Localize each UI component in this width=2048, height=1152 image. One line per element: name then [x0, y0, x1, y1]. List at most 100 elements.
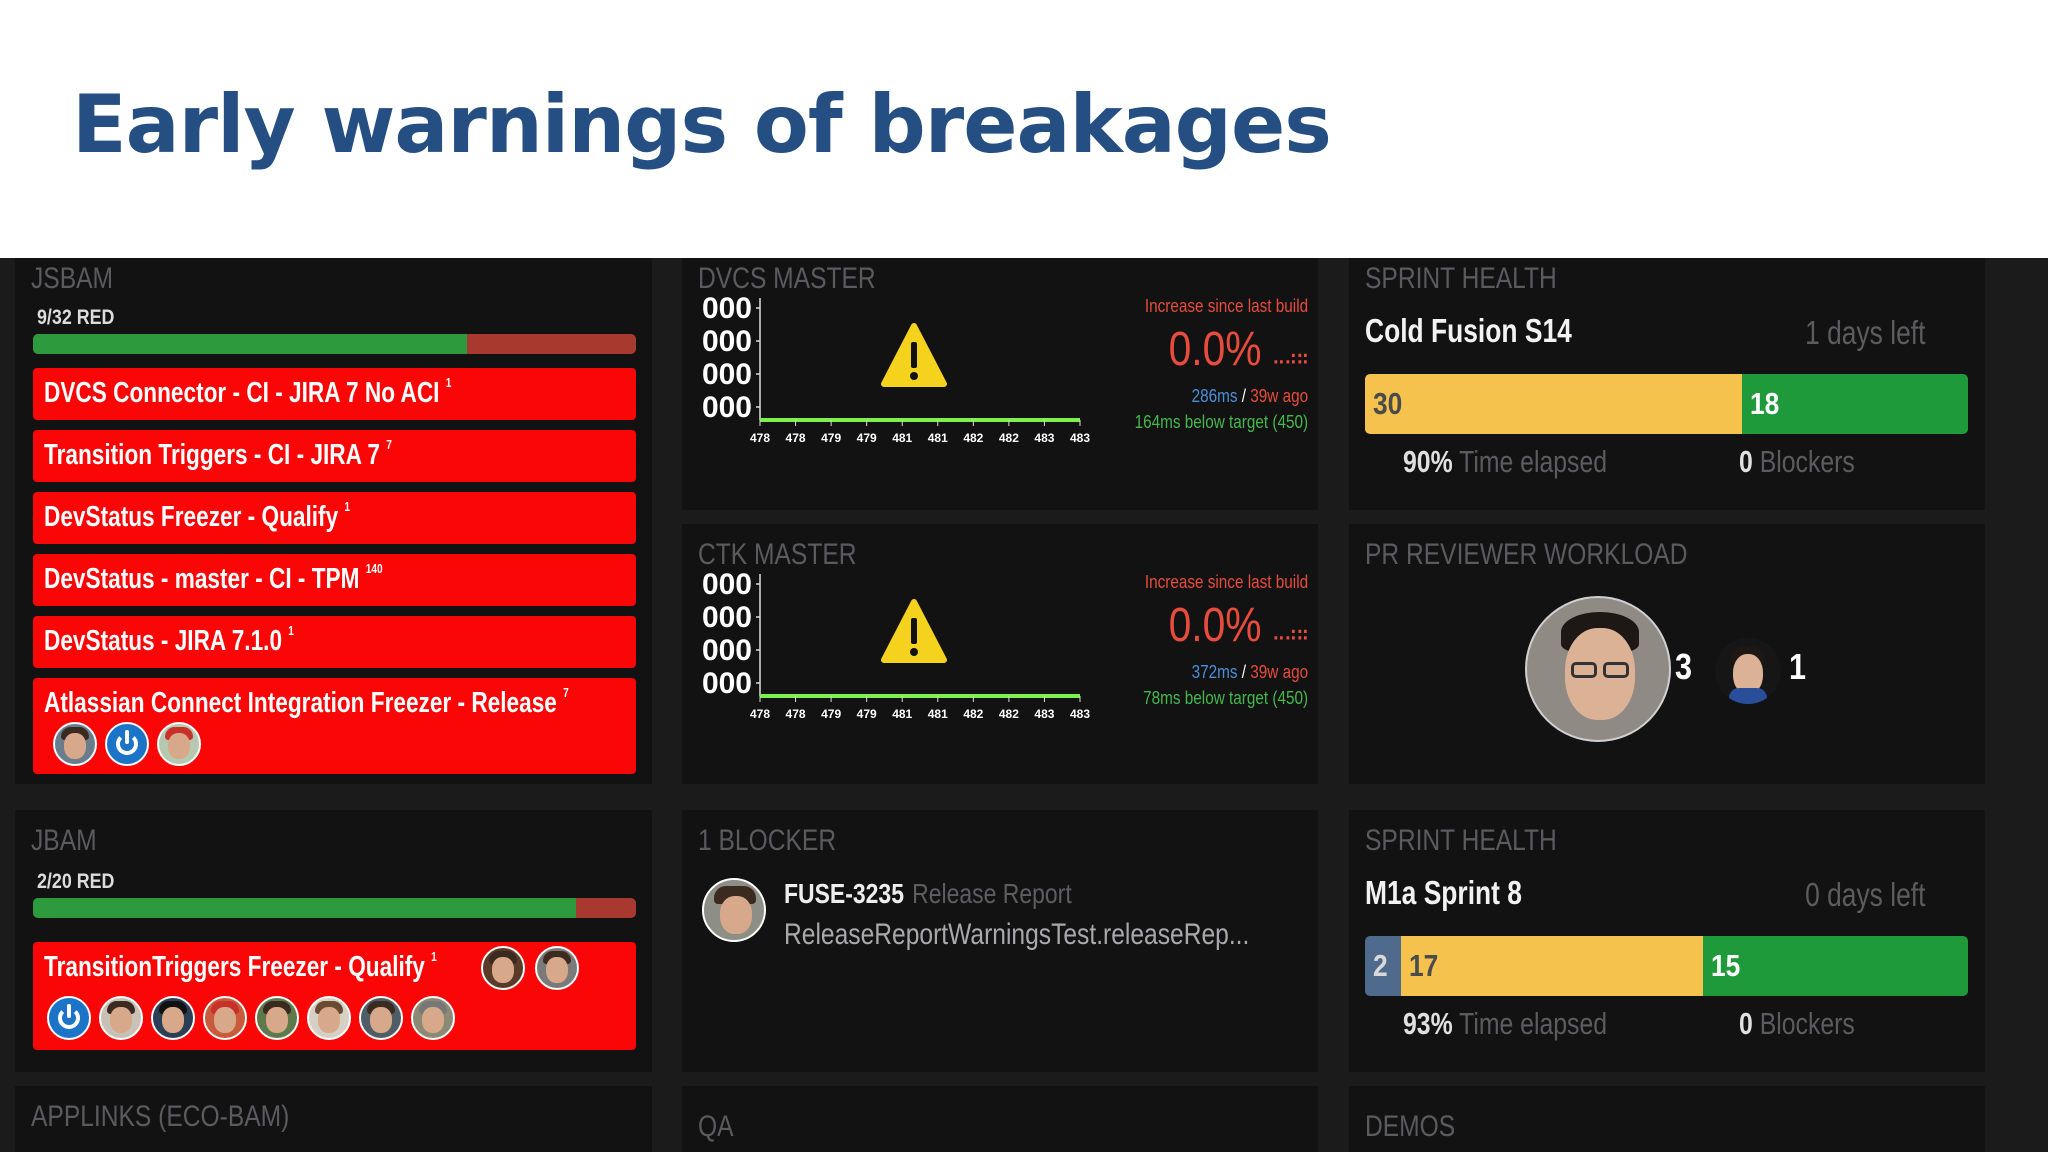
build-row[interactable]: DevStatus Freezer - Qualify 1: [33, 492, 636, 544]
build-row[interactable]: Transition Triggers - CI - JIRA 7 7: [33, 430, 636, 482]
sprint-progress-bar: 30 18: [1365, 374, 1968, 434]
y-tick-label: 000: [702, 358, 752, 391]
sprint-health-panel: SPRINT HEALTH Cold Fusion S14 1 days lef…: [1349, 258, 1985, 510]
reviewer-avatar[interactable]: [1715, 638, 1781, 704]
x-tick-label: 481: [892, 707, 912, 721]
x-tick-label: 481: [892, 431, 912, 445]
segment-count: 30: [1373, 386, 1403, 421]
x-tick-label: 478: [750, 707, 770, 721]
reviewer-count: 3: [1675, 646, 1693, 687]
y-tick-label: 000: [702, 667, 752, 700]
increase-percent: 0.0% ⣀⣠⣤: [1169, 322, 1310, 377]
segment-count: 18: [1749, 386, 1780, 421]
build-count: 1: [445, 375, 452, 390]
slide-header: Early warnings of breakages: [0, 0, 2048, 258]
increase-caption: Increase since last build: [1144, 296, 1308, 316]
y-tick-label: 000: [702, 292, 752, 325]
sprint-health-panel: SPRINT HEALTH M1a Sprint 8 0 days left 2…: [1349, 810, 1985, 1072]
increase-percent: 0.0% ⣀⣠⣤: [1168, 598, 1310, 653]
y-tick-label: 000: [702, 325, 752, 358]
time-elapsed: 93% Time elapsed: [1403, 1006, 1607, 1042]
timing-ago: 39w ago: [1250, 386, 1308, 406]
build-name: DevStatus - master - CI - TPM: [44, 563, 360, 595]
timing-sep: /: [1241, 386, 1246, 406]
sprint-segment-yellow: 17: [1401, 936, 1703, 996]
timing-ago: 39w ago: [1250, 662, 1308, 682]
sprint-segment-green: 15: [1702, 936, 1968, 996]
avatar[interactable]: [255, 996, 299, 1040]
timing-line: 286ms / 39w ago: [1191, 386, 1308, 407]
x-tick-label: 482: [999, 707, 1019, 721]
elapsed-label: Time elapsed: [1459, 1006, 1608, 1041]
x-tick-label: 478: [786, 431, 806, 445]
sprint-name: M1a Sprint 8: [1365, 874, 1522, 911]
avatar[interactable]: [151, 996, 195, 1040]
avatar[interactable]: [411, 996, 455, 1040]
build-row[interactable]: DevStatus - JIRA 7.1.0 1: [33, 616, 636, 668]
build-count: 140: [365, 561, 383, 576]
avatar[interactable]: [359, 996, 403, 1040]
build-name: DevStatus - JIRA 7.1.0: [44, 625, 283, 657]
panel-title: CTK MASTER: [698, 538, 857, 571]
issue-component: Release Report: [912, 878, 1072, 909]
build-progress-bar: [33, 898, 636, 918]
time-elapsed: 90% Time elapsed: [1403, 444, 1607, 480]
x-tick-label: 479: [821, 431, 841, 445]
qa-panel: QA: [682, 1086, 1318, 1152]
build-row[interactable]: DevStatus - master - CI - TPM 140: [33, 554, 636, 606]
pr-reviewer-panel: PR REVIEWER WORKLOAD 3 1: [1349, 524, 1985, 784]
x-tick-label: 483: [1034, 707, 1054, 721]
x-tick-label: 483: [1070, 707, 1090, 721]
panel-title: SPRINT HEALTH: [1365, 824, 1557, 857]
build-name: Atlassian Connect Integration Freezer - …: [44, 687, 557, 719]
build-progress-bar: [33, 334, 636, 354]
blockers-label: Blockers: [1759, 444, 1855, 479]
build-name: DVCS Connector - CI - JIRA 7 No ACI: [44, 377, 440, 409]
x-tick-label: 482: [999, 431, 1019, 445]
timing-sep: /: [1241, 662, 1246, 682]
days-left: 0 days left: [1804, 876, 1925, 913]
build-row[interactable]: TransitionTriggers Freezer - Qualify 1: [33, 942, 636, 1050]
percent-value: 0.0%: [1168, 599, 1262, 652]
avatar[interactable]: [535, 946, 579, 990]
blockers-value: 0: [1739, 444, 1753, 479]
avatar[interactable]: [157, 722, 201, 766]
demos-panel: DEMOS: [1349, 1086, 1985, 1152]
blocker-issue[interactable]: FUSE-3235 Release Report: [784, 878, 1072, 910]
avatar[interactable]: [481, 946, 525, 990]
applinks-panel: APPLINKS (ECO-BAM): [15, 1086, 652, 1152]
build-count: 1: [344, 499, 351, 514]
panel-title: SPRINT HEALTH: [1365, 262, 1557, 295]
warning-icon: [881, 599, 947, 663]
slide-title: Early warnings of breakages: [72, 78, 1332, 171]
sprint-segment-yellow: 30: [1365, 374, 1742, 434]
avatar[interactable]: [53, 722, 97, 766]
avatar[interactable]: [307, 996, 351, 1040]
build-count: 7: [386, 437, 392, 452]
power-icon[interactable]: [47, 996, 91, 1040]
x-tick-label: 479: [857, 707, 877, 721]
days-left: 1 days left: [1804, 314, 1925, 351]
x-tick-label: 482: [963, 707, 983, 721]
reviewer-avatar[interactable]: [1525, 596, 1671, 742]
build-row[interactable]: Atlassian Connect Integration Freezer - …: [33, 678, 636, 774]
x-tick-label: 479: [821, 707, 841, 721]
jbam-panel: JBAM 2/20 RED TransitionTriggers Freezer…: [15, 810, 652, 1072]
y-tick-label: 000: [702, 568, 752, 601]
avatar[interactable]: [702, 878, 766, 942]
x-tick-label: 482: [963, 431, 983, 445]
avatar[interactable]: [99, 996, 143, 1040]
elapsed-value: 93%: [1403, 1006, 1453, 1041]
panel-title: APPLINKS (ECO-BAM): [31, 1100, 290, 1133]
blocker-panel: 1 BLOCKER FUSE-3235 Release Report Releas…: [682, 810, 1318, 1072]
build-name: DevStatus Freezer - Qualify: [44, 501, 339, 533]
panel-title: 1 BLOCKER: [698, 824, 837, 857]
avatar[interactable]: [203, 996, 247, 1040]
sparkline-icon: ⣀⣠⣤: [1272, 615, 1310, 641]
sprint-name: Cold Fusion S14: [1365, 312, 1572, 349]
power-icon[interactable]: [105, 722, 149, 766]
x-tick-label: 479: [857, 431, 877, 445]
timing-line: 372ms / 39w ago: [1191, 662, 1308, 683]
build-row[interactable]: DVCS Connector - CI - JIRA 7 No ACI 1: [33, 368, 636, 420]
